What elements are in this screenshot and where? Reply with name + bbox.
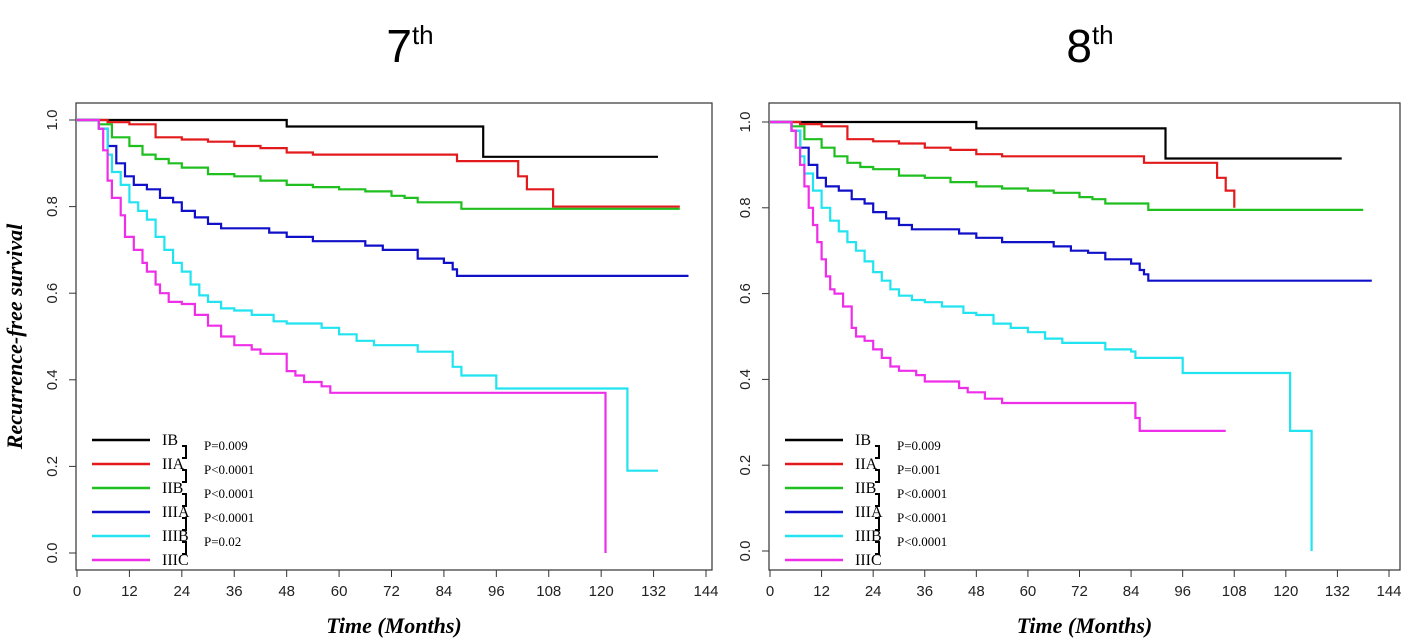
y-tick-label: 0.4: [44, 369, 61, 390]
legend-label-iiia: IIIA: [855, 504, 883, 521]
pvalue-label: P<0.0001: [897, 510, 947, 525]
pvalue-label: P=0.02: [204, 534, 241, 549]
pvalue-bracket: [182, 493, 187, 507]
legend-label-iia: IIA: [855, 456, 878, 473]
x-axis-label: Time (Months): [326, 613, 461, 638]
x-tick-label: 108: [536, 583, 561, 600]
y-tick-label: 0.8: [737, 197, 754, 218]
pvalue-bracket: [875, 541, 880, 555]
pvalue-bracket: [875, 493, 880, 507]
x-tick-label: 48: [968, 583, 985, 600]
legend-label-iib: IIB: [855, 480, 876, 497]
pvalue-bracket: [875, 517, 880, 531]
chart-title: 8th: [1066, 20, 1113, 72]
x-tick-label: 24: [865, 583, 882, 600]
y-tick-label: 0.6: [44, 283, 61, 304]
legend-label-iia: IIA: [162, 456, 185, 473]
x-tick-label: 0: [73, 583, 81, 600]
chart-title-superscript: th: [1092, 20, 1114, 50]
pvalue-label: P<0.0001: [204, 462, 254, 477]
pvalue-bracket: [182, 517, 187, 531]
pvalue-label: P<0.0001: [897, 534, 947, 549]
chart-title-main: 7: [386, 20, 412, 72]
pvalue-bracket: [182, 469, 187, 483]
series-line-iia: [77, 118, 680, 208]
x-tick-label: 24: [173, 583, 190, 600]
series-line-ib: [770, 120, 1342, 160]
y-axis-label: Recurrence-free survival: [2, 223, 27, 450]
pvalue-label: P<0.0001: [204, 486, 254, 501]
plot-frame: [75, 102, 713, 571]
y-tick-label: 0.0: [44, 543, 61, 564]
legend-label-iiia: IIIA: [162, 504, 190, 521]
series-line-iiib: [770, 120, 1313, 551]
y-tick-label: 0.2: [44, 456, 61, 477]
x-tick-label: 132: [641, 583, 666, 600]
x-tick-label: 0: [766, 583, 774, 600]
y-tick-label: 0.6: [737, 283, 754, 304]
pvalue-bracket: [182, 541, 187, 555]
x-tick-label: 12: [813, 583, 830, 600]
pvalue-label: P=0.009: [204, 438, 248, 453]
x-tick-label: 72: [383, 583, 400, 600]
legend-label-iib: IIB: [162, 480, 183, 497]
legend-label-ib: IB: [162, 432, 178, 449]
chart-title-main: 8: [1066, 20, 1092, 72]
legend-label-iiic: IIIC: [162, 552, 189, 569]
x-tick-label: 12: [121, 583, 138, 600]
x-tick-label: 120: [1273, 583, 1298, 600]
x-tick-label: 144: [1376, 583, 1401, 600]
x-tick-label: 120: [589, 583, 614, 600]
x-tick-label: 36: [226, 583, 243, 600]
series-line-iiib: [77, 118, 658, 472]
pvalue-label: P<0.0001: [204, 510, 254, 525]
y-tick-label: 1.0: [44, 110, 61, 131]
pvalue-bracket: [182, 445, 187, 459]
series-line-iiic: [770, 120, 1226, 432]
series-line-iiia: [770, 120, 1372, 282]
pvalue-label: P=0.009: [897, 438, 941, 453]
chart-title: 7th: [386, 20, 433, 72]
legend-label-iiib: IIIB: [162, 528, 189, 545]
y-tick-label: 1.0: [737, 112, 754, 133]
series-line-iiic: [77, 118, 607, 553]
pvalue-bracket: [875, 445, 880, 459]
x-tick-label: 72: [1071, 583, 1088, 600]
y-tick-label: 0.8: [44, 196, 61, 217]
chart-panel-7th: 7th 0 12 24 36 48 60 72 84 96 108 120 132 144 0.0 0.2 0.…: [2, 20, 719, 638]
y-tick-label: 0.4: [737, 369, 754, 390]
x-tick-label: 84: [436, 583, 453, 600]
legend-label-ib: IB: [855, 432, 871, 449]
x-tick-label: 108: [1222, 583, 1247, 600]
x-tick-label: 96: [1174, 583, 1191, 600]
chart-title-superscript: th: [412, 20, 434, 50]
series-line-iia: [770, 120, 1236, 208]
x-tick-label: 60: [331, 583, 348, 600]
series-line-ib: [77, 118, 658, 158]
plot-frame: [768, 102, 1401, 571]
pvalue-bracket: [875, 469, 880, 483]
legend-label-iiic: IIIC: [855, 552, 882, 569]
x-tick-label: 84: [1123, 583, 1140, 600]
chart-panel-8th: 8th 0 12 24 36 48 60 72 84 96 108 120 132 144 0.0 0.2 0.…: [737, 20, 1402, 638]
x-tick-label: 96: [488, 583, 505, 600]
x-tick-label: 144: [693, 583, 718, 600]
series-line-iib: [77, 118, 680, 210]
series-line-iiia: [77, 118, 689, 277]
legend-label-iiib: IIIB: [855, 528, 882, 545]
pvalue-label: P=0.001: [897, 462, 941, 477]
x-tick-label: 36: [916, 583, 933, 600]
pvalue-label: P<0.0001: [897, 486, 947, 501]
x-tick-label: 60: [1020, 583, 1037, 600]
series-line-iib: [770, 120, 1364, 211]
y-tick-label: 0.2: [737, 455, 754, 476]
x-axis-label: Time (Months): [1017, 613, 1152, 638]
x-tick-label: 48: [278, 583, 295, 600]
y-tick-label: 0.0: [737, 541, 754, 562]
x-tick-label: 132: [1325, 583, 1350, 600]
